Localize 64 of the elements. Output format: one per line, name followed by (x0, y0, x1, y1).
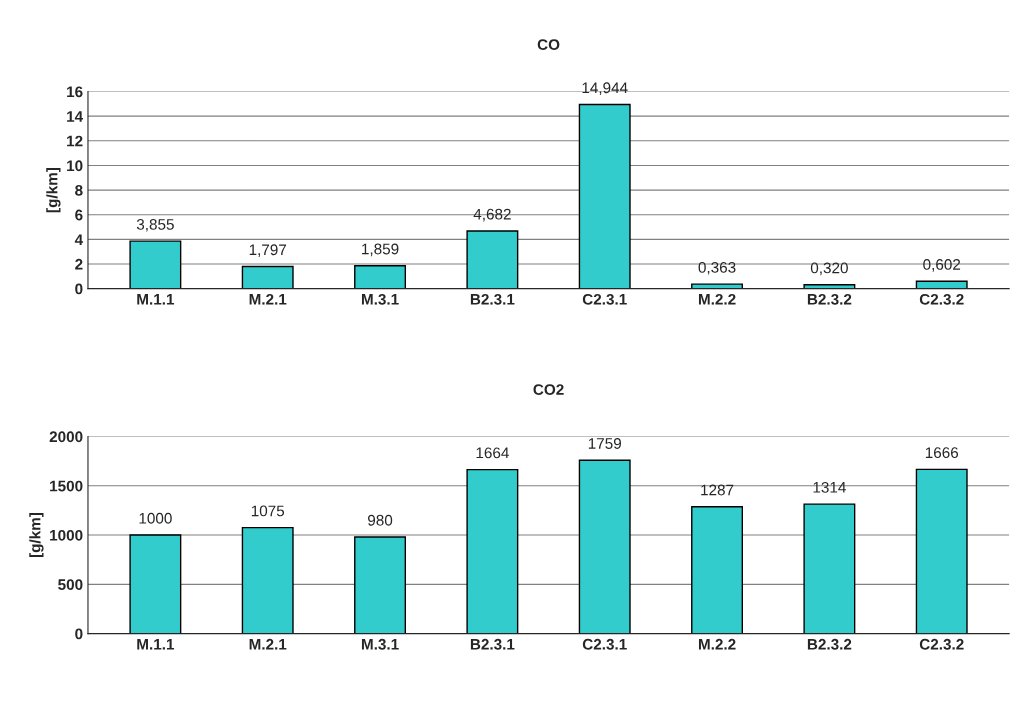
y-tick-label: 14 (67, 111, 84, 122)
x-tick-label: B2.3.2 (807, 293, 852, 305)
bar (578, 459, 631, 634)
x-tick-label: M.2.2 (698, 638, 736, 650)
bar (354, 265, 407, 289)
y-tick-label: 16 (67, 86, 83, 98)
bar (354, 536, 407, 634)
y-tick-label: 2000 (49, 431, 83, 443)
data-label: 1287 (701, 484, 734, 496)
data-label: 3,855 (136, 218, 174, 232)
x-tick-label: M.2.2 (698, 293, 736, 305)
data-label: 1,797 (249, 244, 287, 257)
x-tick-label: C2.3.1 (582, 293, 627, 305)
x-tick-label: M.2.1 (249, 638, 287, 650)
chart-title: CO (537, 39, 560, 50)
y-tick-label: 1000 (50, 529, 83, 541)
data-label: 0,602 (923, 259, 961, 272)
bar (241, 526, 294, 634)
x-tick-label: M.3.1 (361, 293, 399, 305)
bar (803, 503, 856, 634)
y-tick-label: 10 (67, 160, 83, 172)
data-label: 0,320 (810, 262, 848, 276)
bar (915, 468, 968, 634)
x-tick-label: M.3.1 (361, 638, 399, 650)
bar (129, 534, 182, 634)
bar (691, 283, 744, 289)
x-tick-label: C2.3.1 (582, 638, 627, 650)
y-tick-label: 0 (75, 628, 83, 640)
data-label: 1000 (139, 512, 172, 524)
chart-title: CO2 (533, 384, 564, 395)
x-tick-label: M.2.1 (249, 293, 287, 305)
data-label: 1314 (813, 481, 846, 493)
data-label: 1,859 (362, 243, 399, 257)
data-label: 1666 (925, 447, 959, 459)
x-tick-label: C2.3.2 (919, 293, 964, 305)
bar (129, 240, 182, 289)
x-tick-label: M.1.1 (137, 639, 175, 650)
y-tick-label: 0 (75, 283, 83, 295)
bar (466, 230, 519, 289)
y-tick-label: 6 (75, 209, 83, 221)
x-tick-label: B2.3.2 (807, 638, 852, 650)
bar (691, 506, 744, 634)
data-label: 1664 (476, 447, 509, 459)
bar (466, 468, 519, 634)
y-tick-label: 12 (67, 135, 83, 147)
y-tick-label: 2 (75, 258, 83, 270)
data-label: 0,363 (698, 262, 736, 275)
x-tick-label: M.1.1 (137, 294, 175, 305)
x-tick-label: B2.3.1 (470, 638, 515, 650)
x-tick-label: C2.3.2 (919, 638, 964, 650)
y-tick-label: 4 (74, 234, 84, 245)
y-tick-label: 8 (75, 184, 83, 196)
y-tick-label: 500 (58, 579, 83, 591)
y-axis-title: [g/km] (29, 512, 44, 558)
y-tick-label: 1500 (50, 480, 83, 492)
bar (241, 265, 294, 289)
data-label: 1759 (588, 438, 621, 449)
x-tick-label: B2.3.1 (470, 293, 515, 305)
data-label: 1075 (251, 505, 285, 517)
data-label: 980 (368, 514, 393, 526)
data-label: 14,944 (582, 82, 628, 95)
data-label: 4,682 (473, 208, 511, 222)
bar (578, 103, 631, 289)
y-axis-title: [g/km] (46, 168, 61, 213)
